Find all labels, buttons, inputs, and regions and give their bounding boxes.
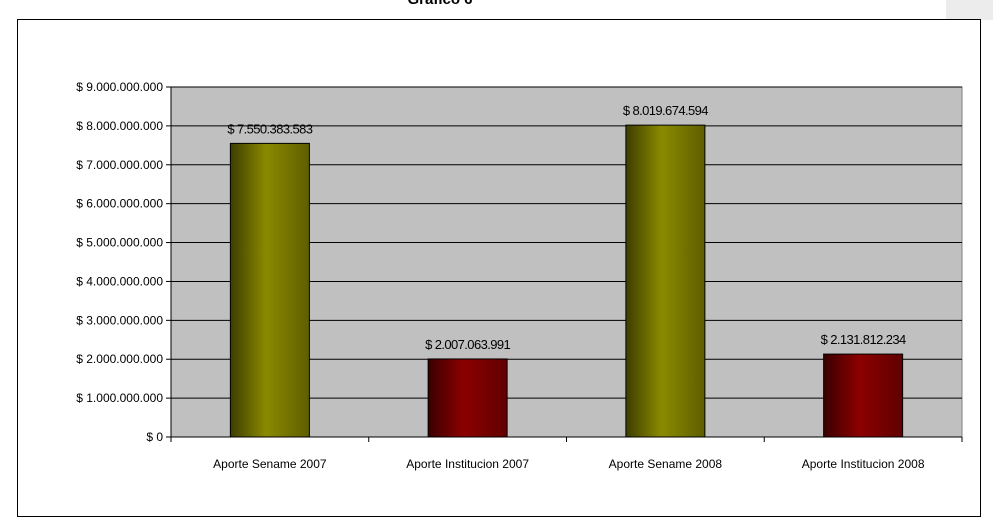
y-tick-label: $ 4.000.000.000 — [76, 274, 163, 288]
data-label: $ 2.131.812.234 — [821, 332, 906, 347]
y-tick-label: $ 2.000.000.000 — [76, 352, 163, 366]
category-label: Aporte Institucion 2008 — [802, 457, 925, 471]
y-tick-label: $ 8.000.000.000 — [76, 119, 163, 133]
bar — [229, 142, 310, 438]
category-label: Aporte Sename 2008 — [609, 457, 723, 471]
bar — [427, 358, 508, 438]
y-tick-label: $ 5.000.000.000 — [76, 236, 163, 250]
data-label: $ 8.019.674.594 — [623, 103, 708, 118]
data-label: $ 2.007.063.991 — [425, 337, 510, 352]
labels: $ 0 $ 1.000.000.000 $ 2.000.000.000 $ 3.000… — [76, 80, 925, 471]
chart-title: Grafico 6 — [0, 0, 880, 8]
y-tick-label: $ 0 — [146, 430, 163, 444]
bar — [823, 353, 904, 438]
y-tick-label: $ 3.000.000.000 — [76, 313, 163, 327]
y-tick-label: $ 1.000.000.000 — [76, 391, 163, 405]
bars — [229, 124, 904, 438]
bar — [625, 124, 706, 438]
y-tick-label: $ 9.000.000.000 — [76, 80, 163, 94]
category-label: Aporte Sename 2007 — [213, 457, 327, 471]
y-tick-label: $ 6.000.000.000 — [76, 197, 163, 211]
data-label: $ 7.550.383.583 — [227, 121, 312, 136]
y-tick-label: $ 7.000.000.000 — [76, 158, 163, 172]
category-label: Aporte Institucion 2007 — [406, 457, 529, 471]
sheet-corner — [946, 0, 993, 20]
chart-frame — [17, 19, 981, 517]
